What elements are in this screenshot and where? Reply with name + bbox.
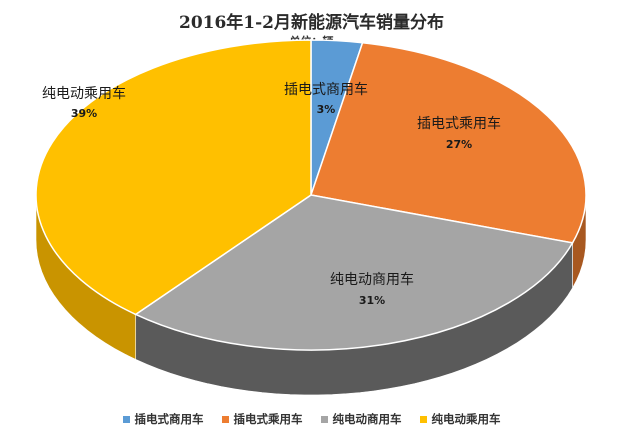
pie-slice-2 [134, 194, 574, 351]
legend-item-1: 插电式乘用车 [221, 411, 303, 427]
legend-label-0: 插电式商用车 [134, 412, 204, 426]
legend-item-3: 纯电动乘用车 [419, 411, 501, 427]
legend-swatch-2 [320, 415, 328, 423]
data-label-category-3: 纯电动乘用车 [42, 85, 126, 102]
legend-swatch-3 [419, 415, 427, 423]
data-label-category-1: 插电式乘用车 [417, 115, 501, 132]
legend-item-0: 插电式商用车 [122, 411, 204, 427]
legend-label-1: 插电式乘用车 [233, 412, 303, 426]
legend-item-2: 纯电动商用车 [320, 411, 402, 427]
legend-swatch-1 [221, 415, 229, 423]
pie-chart: 插电式商用车 3% 插电式乘用车 27% 纯电动商用车 31% 纯电动乘用车 39% [35, 39, 587, 396]
pie-top-faces [35, 39, 587, 351]
pie-slice-1 [310, 41, 587, 244]
legend-label-3: 纯电动乘用车 [431, 412, 501, 426]
data-label-percent-0: 3% [317, 103, 336, 116]
pie-slice-3 [35, 39, 312, 316]
data-label-percent-1: 27% [446, 138, 472, 151]
data-label-percent-3: 39% [71, 107, 97, 120]
legend-swatch-0 [122, 415, 130, 423]
data-label-category-2: 纯电动商用车 [330, 271, 414, 288]
legend: 插电式商用车 插电式乘用车 纯电动商用车 纯电动乘用车 [0, 411, 623, 427]
data-label-category-0: 插电式商用车 [284, 81, 368, 98]
chart-title: 2016年1-2月新能源汽车销量分布 [178, 13, 445, 33]
data-label-percent-2: 31% [359, 294, 385, 307]
legend-label-2: 纯电动商用车 [332, 412, 402, 426]
